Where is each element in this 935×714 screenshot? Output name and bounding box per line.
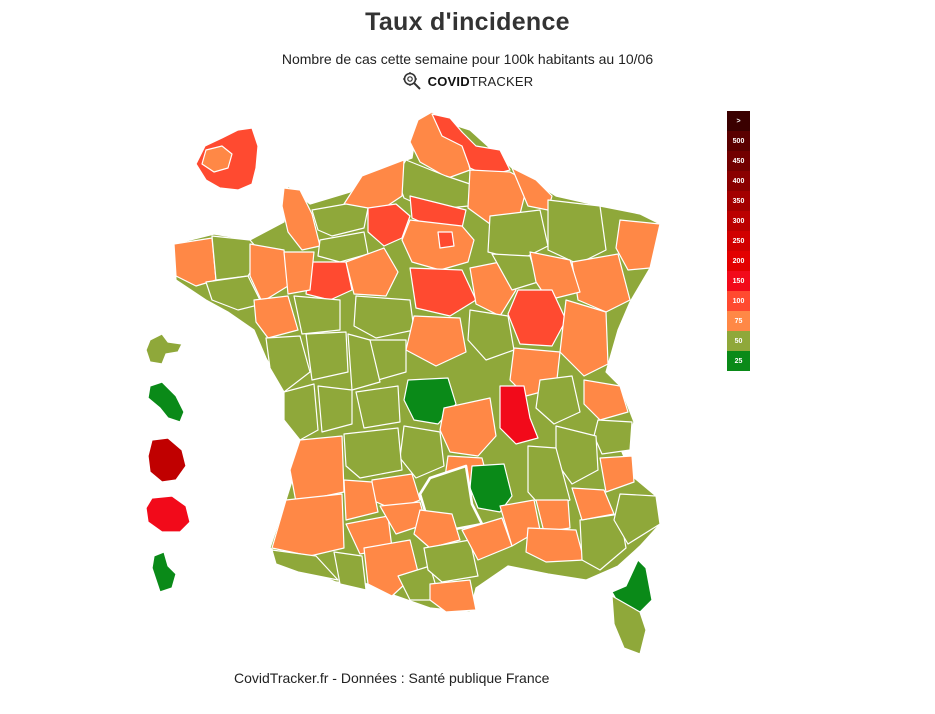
- dept-pyrenees-orientales: [429, 579, 477, 613]
- dept-loire-atlantique: [253, 295, 299, 339]
- dept-loire: [499, 385, 539, 445]
- legend-item: 25: [727, 351, 750, 371]
- legend-item: 450: [727, 151, 750, 171]
- dept-haute-marne: [529, 251, 581, 301]
- legend-item: 400: [727, 171, 750, 191]
- dept-nord: [431, 113, 511, 177]
- dept-eure-loir: [345, 247, 399, 297]
- legend-item: 100: [727, 291, 750, 311]
- legend-item: 200: [727, 251, 750, 271]
- dept-haute-vienne: [355, 385, 401, 429]
- page-title: Taux d'incidence: [365, 8, 570, 36]
- dept-alpes-maritimes: [613, 493, 661, 545]
- dept-doubs-jura: [559, 299, 609, 377]
- dept-calvados: [311, 203, 369, 237]
- legend-item: 350: [727, 191, 750, 211]
- dept-ain: [535, 375, 581, 425]
- dept-pyrenees-atlantiques: [271, 549, 339, 581]
- dept-puy-dome: [439, 397, 497, 457]
- dept-loir-cher: [353, 295, 415, 339]
- brand-light: TRACKER: [469, 73, 534, 89]
- dept-cote-dor: [507, 289, 567, 347]
- dept-var: [579, 513, 627, 571]
- dept-manche: [281, 187, 321, 251]
- virus-magnifier-icon: [402, 72, 421, 90]
- dept-bas-rhin: [615, 219, 661, 271]
- source-footer: CovidTracker.fr - Données : Santé publiq…: [234, 670, 550, 686]
- dept-deux-sevres: [305, 331, 349, 381]
- dept-maine-loire: [293, 295, 341, 335]
- dept-aude: [423, 539, 479, 583]
- dept-nievre: [467, 309, 515, 361]
- dept-paris-core: [437, 231, 455, 249]
- legend-item: >: [727, 111, 750, 131]
- dept-vaucluse: [535, 499, 571, 533]
- dept-hautes-alpes: [599, 455, 635, 493]
- color-legend: >500 450 400 350 300 250 200 150 100 75 50 25: [727, 111, 750, 371]
- dept-savoie: [593, 419, 633, 455]
- dept-loiret: [409, 267, 477, 317]
- dept-morbihan: [205, 275, 263, 311]
- region-guyane: [147, 437, 187, 483]
- dept-ille-vilaine: [249, 243, 289, 303]
- dept-landes: [271, 493, 345, 557]
- legend-item: 50: [727, 331, 750, 351]
- dept-orne: [317, 231, 369, 263]
- brand-logo: COVIDTRACKER: [0, 71, 935, 91]
- dept-cher: [405, 315, 467, 367]
- dept-eure: [367, 203, 411, 247]
- dept-bouches-rhone: [525, 527, 585, 563]
- dept-vienne: [347, 333, 381, 391]
- legend-item: 75: [727, 311, 750, 331]
- region-reunion: [145, 495, 191, 533]
- dept-finistere: [173, 237, 217, 287]
- legend-item: 250: [727, 231, 750, 251]
- dept-mayenne: [283, 251, 315, 295]
- dept-corse-du-sud: [611, 595, 647, 655]
- region-mayotte: [151, 551, 177, 593]
- page-subtitle: Nombre de cas cette semaine pour 100k ha…: [281, 51, 654, 67]
- legend-item: 300: [727, 211, 750, 231]
- region-martinique: [147, 381, 185, 423]
- region-guadeloupe: [145, 333, 183, 365]
- dept-lot-garonne: [343, 479, 379, 521]
- region-idf-inset-center: [201, 145, 233, 173]
- legend-item: 150: [727, 271, 750, 291]
- dept-haute-savoie: [583, 379, 629, 421]
- dept-vendee: [265, 335, 311, 393]
- dept-gironde: [289, 435, 345, 503]
- dept-hautes-pyrenees: [333, 551, 367, 591]
- dept-dordogne: [343, 427, 403, 479]
- dept-idf: [401, 219, 475, 271]
- dept-meuse-area: [547, 199, 607, 265]
- legend-item: 500: [727, 131, 750, 151]
- brand-bold: COVID: [427, 73, 470, 89]
- dept-alpes-hte-provence: [571, 487, 615, 521]
- dept-charente-maritime: [283, 383, 319, 441]
- dept-vosges-area: [571, 253, 631, 313]
- dept-charente: [317, 385, 353, 433]
